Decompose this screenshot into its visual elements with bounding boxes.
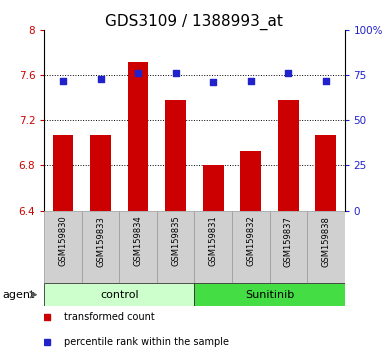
Bar xyxy=(44,283,194,306)
Point xyxy=(285,70,291,76)
Point xyxy=(135,70,141,76)
Text: GSM159838: GSM159838 xyxy=(321,216,330,267)
Point xyxy=(97,76,104,82)
Bar xyxy=(90,135,111,211)
Text: GSM159833: GSM159833 xyxy=(96,216,105,267)
Text: GSM159830: GSM159830 xyxy=(59,216,67,267)
Bar xyxy=(270,211,307,283)
Text: GSM159834: GSM159834 xyxy=(134,216,142,267)
Bar xyxy=(232,211,270,283)
Bar xyxy=(194,211,232,283)
Bar xyxy=(278,100,299,211)
Text: percentile rank within the sample: percentile rank within the sample xyxy=(64,337,229,347)
Bar xyxy=(315,135,336,211)
Text: agent: agent xyxy=(2,290,34,300)
Text: transformed count: transformed count xyxy=(64,312,154,322)
Bar xyxy=(53,135,74,211)
Bar xyxy=(44,211,82,283)
Bar xyxy=(82,211,119,283)
Bar xyxy=(240,151,261,211)
Title: GDS3109 / 1388993_at: GDS3109 / 1388993_at xyxy=(105,14,283,30)
Point xyxy=(323,78,329,84)
Text: GSM159835: GSM159835 xyxy=(171,216,180,267)
Bar xyxy=(203,165,224,211)
Text: GSM159831: GSM159831 xyxy=(209,216,218,267)
Point xyxy=(210,80,216,85)
Bar xyxy=(157,211,194,283)
Bar xyxy=(194,283,345,306)
Bar xyxy=(119,211,157,283)
Point xyxy=(60,78,66,84)
Point xyxy=(172,70,179,76)
Bar xyxy=(307,211,345,283)
Bar xyxy=(165,100,186,211)
Text: control: control xyxy=(100,290,139,300)
Text: GSM159837: GSM159837 xyxy=(284,216,293,267)
Point xyxy=(248,78,254,84)
Bar xyxy=(128,62,149,211)
Text: GSM159832: GSM159832 xyxy=(246,216,255,267)
Text: Sunitinib: Sunitinib xyxy=(245,290,294,300)
